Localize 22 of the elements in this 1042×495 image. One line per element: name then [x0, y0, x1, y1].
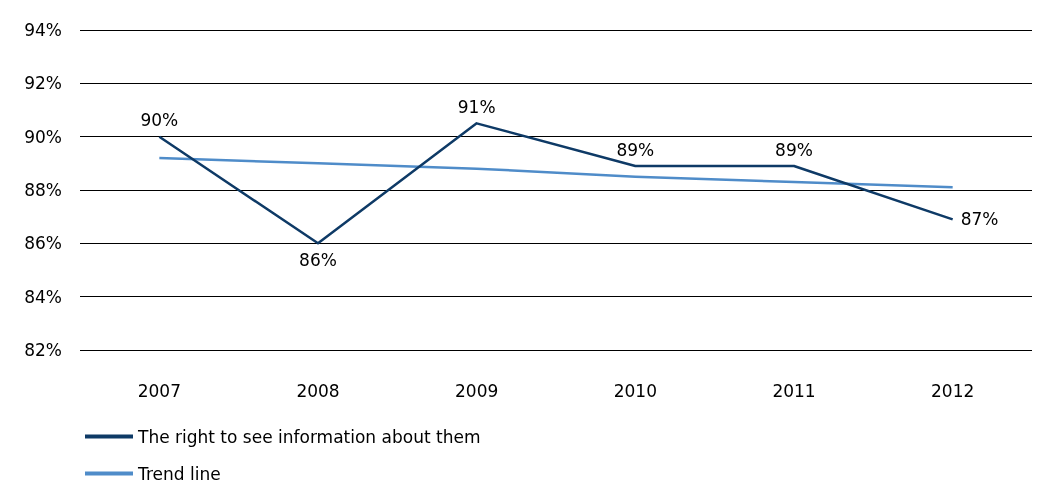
line-series [158, 156, 954, 189]
y-tick-label: 88% [24, 180, 62, 200]
y-tick-label: 90% [24, 126, 62, 147]
data-label: 89% [616, 139, 655, 160]
y-tick-label: 86% [24, 233, 62, 254]
x-tick-label: 2008 [296, 380, 340, 401]
data-label: 86% [299, 249, 337, 270]
data-label: 90% [140, 110, 179, 131]
y-tick-label: 94% [24, 20, 62, 40]
y-tick-label: 92% [24, 73, 62, 94]
x-tick-label: 2007 [137, 380, 181, 401]
y-tick-label: 82% [24, 340, 62, 360]
x-tick-label: 2011 [772, 380, 816, 401]
data-label: 87% [960, 209, 999, 230]
y-tick-label: 84% [24, 286, 62, 307]
legend-label: The right to see information about them [137, 426, 481, 447]
x-tick-label: 2010 [613, 380, 657, 401]
data-label: 91% [457, 96, 496, 117]
x-tick-label: 2012 [931, 380, 975, 401]
data-label: 89% [775, 139, 813, 160]
legend-label: Trend line [137, 463, 221, 484]
x-tick-label: 2009 [455, 380, 499, 401]
